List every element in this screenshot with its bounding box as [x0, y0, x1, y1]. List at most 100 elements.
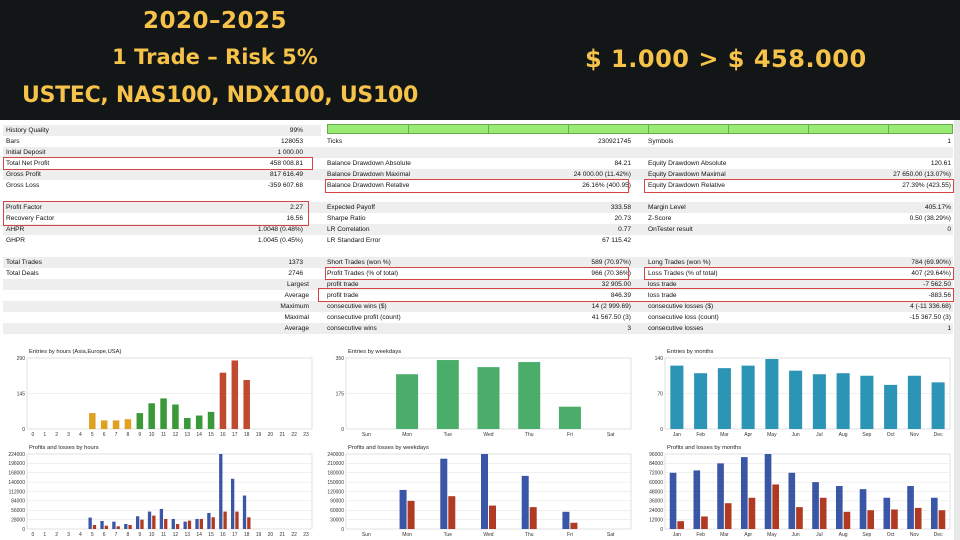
y-tick-label: 224000	[8, 452, 25, 458]
bar	[207, 411, 215, 429]
report-cell-c1r: 32 905.00	[601, 281, 631, 288]
bar	[219, 454, 223, 529]
report-cell-c0r: 2.27	[290, 204, 303, 211]
x-tick-label: 9	[138, 532, 141, 538]
report-cell-c2r: 4 (-11 336.68)	[910, 303, 951, 310]
bar	[136, 413, 144, 429]
x-tick-label: 21	[280, 432, 286, 438]
report-cell-c1r: 966 (70.36%)	[591, 270, 631, 277]
report-cell-c0l: Total Trades	[6, 259, 42, 266]
bar	[100, 520, 104, 529]
x-tick-label: 7	[115, 532, 118, 538]
chart-weekday_pl: Profits and losses by weekdays 240000 2100…	[322, 445, 635, 540]
x-tick-label: Jul	[816, 532, 822, 538]
report-cell-c1r: 230921745	[597, 138, 631, 145]
y-tick-label: 175	[336, 391, 345, 397]
bar	[199, 518, 204, 529]
y-tick-label: 145	[17, 391, 26, 397]
bar	[223, 511, 227, 529]
report-cell-c1l: consecutive wins	[327, 325, 377, 332]
y-tick-label: 28000	[11, 517, 25, 523]
y-tick-label: 36000	[649, 499, 663, 505]
report-cell-c2r: 407 (29.64%)	[911, 270, 951, 277]
report-cell-c0l: Initial Deposit	[6, 149, 46, 156]
bar	[835, 486, 843, 529]
bar	[230, 478, 235, 529]
report-cell-c1l: Expected Payoff	[327, 204, 375, 211]
bar	[219, 372, 227, 429]
x-tick-label: 16	[220, 432, 226, 438]
y-tick-label: 140	[655, 356, 664, 362]
x-tick-label: 15	[208, 532, 214, 538]
report-cell-c0r: 128053	[280, 138, 303, 145]
bar	[819, 497, 827, 529]
x-tick-label: 18	[244, 532, 250, 538]
x-tick-label: Fri	[567, 432, 573, 438]
report-cell-c2l: consecutive losses ($)	[648, 303, 714, 310]
x-tick-label: 14	[196, 532, 202, 538]
bar	[724, 503, 732, 529]
y-tick-label: 60000	[649, 480, 663, 486]
report-cell-c0r: 817 616.49	[269, 171, 303, 178]
bar	[670, 365, 684, 429]
x-tick-label: 20	[268, 432, 274, 438]
bar	[112, 521, 116, 529]
chart-hours_entries: Entries by hours (Asia,Europe,USA) 290 145…	[3, 349, 316, 441]
bar	[140, 519, 144, 529]
bar	[184, 417, 191, 429]
bar	[124, 523, 128, 529]
x-tick-label: 23	[303, 532, 309, 538]
x-tick-label: Nov	[910, 532, 919, 538]
x-tick-label: Jul	[816, 432, 822, 438]
report-cell-c1r: 14 (2 999.69)	[591, 303, 631, 310]
highlight-balance-dd-relative	[325, 179, 629, 193]
report-cell-c2l: Z-Score	[648, 215, 672, 222]
x-tick-label: 15	[208, 432, 214, 438]
y-tick-label: 0	[22, 527, 25, 533]
y-tick-label: 0	[22, 427, 25, 433]
report-cell-c0l: Profit Factor	[6, 204, 42, 211]
y-tick-label: 84000	[649, 461, 663, 467]
chart-weekday_entries: Entries by weekdays 350 175 0 Sun Mon Tue Wed Th…	[322, 349, 635, 441]
bar	[116, 526, 120, 529]
bar	[399, 489, 407, 529]
banner: 2020–2025 1 Trade – Risk 5% USTEC, NAS10…	[0, 0, 960, 120]
report-cell-c2r: 0.50 (38.29%)	[909, 215, 951, 222]
report-cell-c1l: Balance Drawdown Relative	[327, 182, 410, 189]
report-cell-c2l: Equity Drawdown Maximal	[648, 171, 726, 178]
report-row: Gross Loss -359 607.68 Balance Drawdown Re…	[3, 180, 953, 191]
chart-svg: 96000 84000 72000 60000 48000 36000 24000 12000…	[649, 452, 951, 538]
report-cell-c1l: LR Correlation	[327, 226, 370, 233]
report-cell-c1l: Balance Drawdown Maximal	[327, 171, 411, 178]
bar	[836, 373, 850, 429]
chart-title: Entries by months	[667, 349, 714, 355]
report-cell-c0l: Total Deals	[6, 270, 39, 277]
y-tick-label: 0	[341, 427, 344, 433]
scrollbar[interactable]	[954, 120, 960, 540]
bar	[195, 518, 199, 529]
chart-svg: 2240001960001680001400001120008400056000…	[8, 452, 313, 538]
report-cell-c2r: -883.56	[928, 292, 951, 299]
chart-title: Profits and losses by weekdays	[348, 445, 429, 451]
bar	[788, 472, 796, 529]
chart-title: Entries by hours (Asia,Europe,USA)	[29, 349, 122, 355]
bar	[748, 497, 756, 529]
y-tick-label: 84000	[11, 499, 25, 505]
x-tick-label: Jun	[792, 532, 800, 538]
report-cell-c1r: 84.21	[614, 160, 631, 167]
highlight-equity-dd-relative	[644, 179, 954, 193]
report-cell-c0l: Bars	[6, 138, 20, 145]
report-cell-c1l: Ticks	[327, 138, 343, 145]
x-tick-label: Thu	[525, 532, 534, 538]
report-cell-c2r: 1	[947, 325, 951, 332]
x-tick-label: Mon	[402, 432, 412, 438]
report-cell-c0l: History Quality	[6, 127, 49, 134]
bar	[207, 512, 211, 529]
y-tick-label: 0	[660, 427, 663, 433]
bar	[765, 359, 779, 429]
x-tick-label: 18	[244, 432, 250, 438]
y-tick-label: 12000	[649, 517, 663, 523]
chart-svg: 240000 210000 180000 150000 120000 90000 60000…	[327, 452, 632, 538]
report-cell-c0r: 2746	[288, 270, 303, 277]
x-tick-label: 6	[103, 532, 106, 538]
